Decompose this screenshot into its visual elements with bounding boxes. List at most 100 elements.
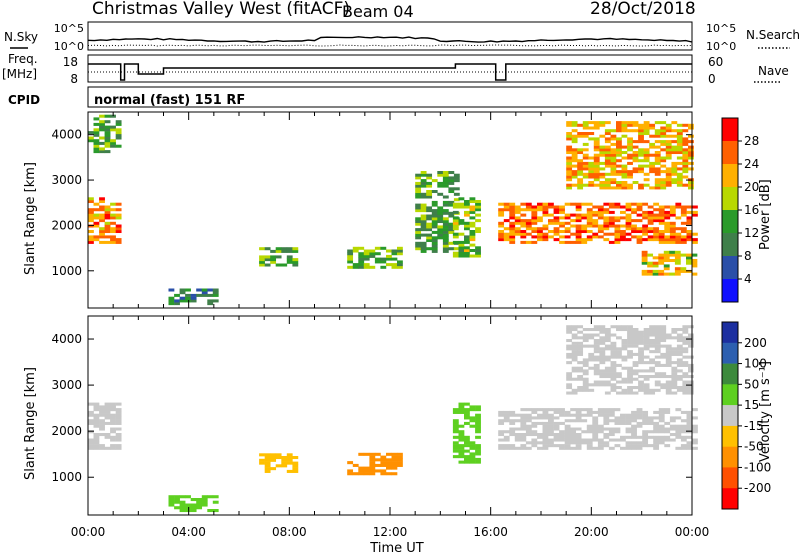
velocity-cell — [620, 435, 626, 439]
power-cell — [110, 213, 116, 217]
power-cell — [104, 235, 111, 239]
power-cell — [631, 202, 637, 206]
power-cell — [621, 134, 628, 138]
power-cell — [647, 213, 654, 217]
power-cell — [548, 205, 554, 209]
power-cell — [115, 213, 122, 217]
power-cell — [586, 210, 593, 214]
power-cell — [647, 261, 654, 265]
velocity-cell — [621, 377, 628, 381]
power-cell — [688, 161, 694, 165]
velocity-cell — [671, 372, 678, 376]
power-cell — [566, 137, 573, 141]
velocity-cell — [509, 427, 516, 431]
power-cell — [469, 208, 476, 212]
velocity-cell — [627, 388, 633, 392]
velocity-cell — [627, 372, 633, 376]
power-cell — [369, 265, 376, 269]
velocity-cell — [632, 386, 639, 390]
power-cell — [259, 263, 265, 267]
velocity-cell — [564, 441, 571, 445]
velocity-cell — [654, 344, 661, 348]
velocity-cell — [577, 377, 584, 381]
power-cell — [592, 235, 599, 239]
power-cell — [610, 134, 617, 138]
power-cell — [643, 132, 650, 136]
power-cell — [608, 221, 615, 225]
power-cell — [599, 175, 606, 179]
power-cell — [464, 202, 470, 206]
power-cell — [259, 260, 265, 264]
power-cell — [509, 238, 516, 242]
velocity-cell — [614, 416, 621, 420]
power-cell — [643, 148, 650, 152]
power-cell — [415, 244, 422, 248]
velocity-cell — [452, 446, 459, 450]
power-cell — [604, 161, 611, 165]
power-cell — [675, 235, 682, 239]
power-cell — [179, 288, 186, 292]
power-cell — [592, 224, 599, 228]
velocity-cell — [627, 377, 633, 381]
velocity-cell — [542, 408, 549, 412]
power-cell — [559, 221, 565, 225]
power-cell — [604, 137, 611, 141]
velocity-cell — [620, 416, 626, 420]
power-cell — [442, 200, 449, 204]
power-cell — [168, 299, 175, 303]
power-cell — [437, 230, 444, 234]
power-cell — [593, 178, 600, 182]
velocity-cell — [636, 441, 643, 445]
power-cell — [665, 126, 672, 130]
velocity-cell — [627, 341, 633, 345]
power-cell — [391, 257, 398, 261]
power-cell — [643, 178, 650, 182]
velocity-cell — [625, 446, 632, 450]
power-cell — [647, 216, 654, 220]
velocity-region — [498, 408, 698, 450]
velocity-colorbar-label: -100 — [744, 460, 771, 474]
velocity-cell — [99, 433, 105, 437]
power-cell — [688, 167, 694, 171]
cpid-panel: CPID normal (fast) 151 RF — [8, 86, 693, 108]
velocity-cell — [88, 441, 94, 445]
velocity-cell — [391, 452, 398, 456]
velocity-cell — [559, 421, 565, 425]
power-cell — [420, 214, 427, 218]
velocity-cell — [671, 375, 678, 379]
velocity-cell — [581, 408, 588, 412]
power-cell — [559, 240, 565, 244]
velocity-cell — [207, 495, 214, 499]
velocity-cell — [603, 435, 610, 439]
velocity-cell — [115, 446, 122, 450]
velocity-cell — [525, 419, 532, 423]
velocity-cell — [168, 503, 175, 507]
power-cell — [664, 235, 671, 239]
power-cell — [680, 253, 687, 257]
velocity-cell — [688, 386, 694, 390]
velocity-cell — [458, 408, 465, 412]
power-cell — [442, 171, 449, 175]
velocity-cell — [614, 430, 621, 434]
velocity-cell — [582, 344, 589, 348]
power-cell — [104, 210, 111, 214]
power-cell — [531, 216, 538, 220]
power-cell — [93, 131, 100, 135]
velocity-cell — [680, 438, 687, 442]
power-cell — [692, 238, 698, 242]
velocity-cell — [503, 419, 510, 423]
velocity-cell — [582, 388, 589, 392]
velocity-region — [259, 453, 299, 473]
velocity-cell — [682, 347, 689, 351]
power-cell — [99, 219, 105, 223]
power-cell — [99, 240, 105, 244]
velocity-cell — [174, 495, 180, 499]
power-cell — [599, 134, 606, 138]
velocity-cell — [537, 408, 543, 412]
velocity-cell — [688, 341, 694, 345]
power-cell — [88, 208, 94, 212]
power-cell — [654, 186, 661, 190]
velocity-cell — [458, 444, 465, 448]
velocity-cell — [625, 435, 632, 439]
power-cell — [420, 244, 427, 248]
